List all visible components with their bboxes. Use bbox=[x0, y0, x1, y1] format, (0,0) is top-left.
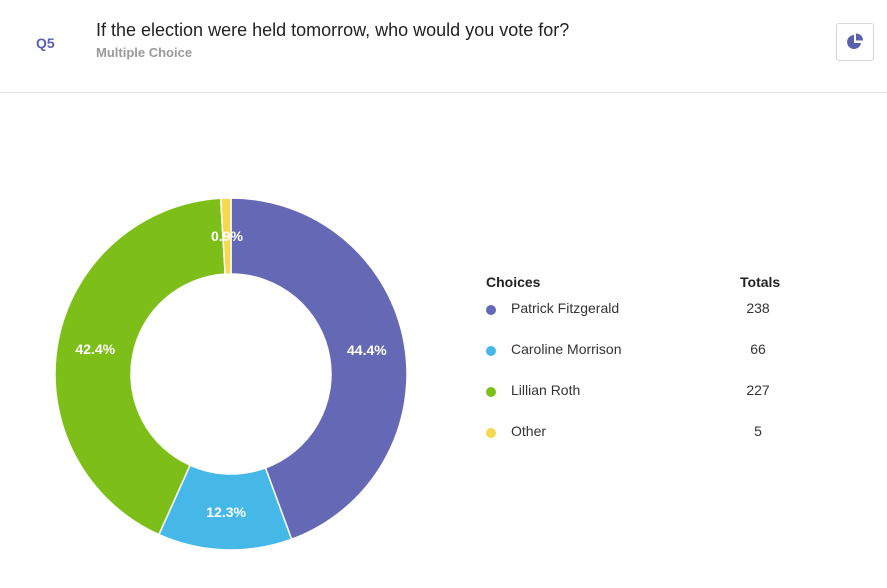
legend-choice-label: Patrick Fitzgerald bbox=[511, 300, 620, 316]
slice-percent-label: 44.4% bbox=[347, 342, 387, 358]
pie-chart-icon bbox=[847, 33, 863, 49]
donut-slice bbox=[54, 197, 226, 536]
legend-choice-label: Caroline Morrison bbox=[511, 341, 622, 357]
legend-row: Lillian Roth 227 bbox=[486, 380, 806, 421]
question-title: If the election were held tomorrow, who … bbox=[96, 20, 570, 40]
totals-header: Totals bbox=[740, 274, 781, 290]
donut-slice bbox=[219, 197, 232, 275]
slice-percent-label: 42.4% bbox=[75, 341, 115, 357]
question-header: Q5 If the election were held tomorrow, w… bbox=[0, 0, 887, 93]
legend-color-dot bbox=[486, 305, 496, 315]
legend-row: Other 5 bbox=[486, 421, 806, 462]
legend-total-value: 66 bbox=[750, 341, 766, 357]
donut-chart: 44.4% 12.3% 42.4% 0.9% bbox=[54, 197, 408, 551]
legend-color-dot bbox=[486, 428, 496, 438]
legend-color-dot bbox=[486, 387, 496, 397]
donut-slice bbox=[230, 197, 408, 541]
question-number: Q5 bbox=[36, 35, 55, 51]
legend-row: Caroline Morrison 66 bbox=[486, 339, 806, 380]
choices-header: Choices bbox=[486, 274, 541, 290]
question-type: Multiple Choice bbox=[96, 45, 193, 60]
chart-legend: Choices Totals Patrick Fitzgerald 238 Ca… bbox=[486, 270, 806, 462]
legend-total-value: 227 bbox=[746, 382, 770, 398]
slice-percent-label: 0.9% bbox=[211, 228, 243, 244]
legend-choice-label: Lillian Roth bbox=[511, 382, 581, 398]
legend-choice-label: Other bbox=[511, 423, 547, 439]
chart-type-button[interactable] bbox=[836, 23, 874, 61]
slice-percent-label: 12.3% bbox=[206, 504, 246, 520]
legend-header: Choices Totals bbox=[486, 270, 806, 298]
legend-total-value: 5 bbox=[754, 423, 762, 439]
legend-row: Patrick Fitzgerald 238 bbox=[486, 298, 806, 339]
legend-total-value: 238 bbox=[746, 300, 770, 316]
legend-color-dot bbox=[486, 346, 496, 356]
